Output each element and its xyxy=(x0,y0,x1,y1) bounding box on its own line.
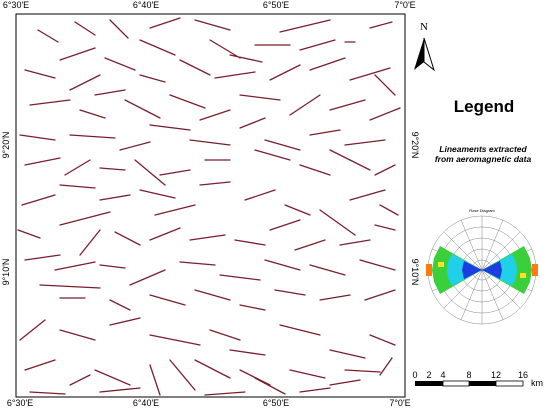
north-arrow: N xyxy=(414,21,435,72)
rose-petal xyxy=(462,261,482,279)
scale-bar: 0 2 4 8 12 16 km xyxy=(412,370,543,388)
rose-petal xyxy=(520,273,526,278)
longitude-label: 6°30'E xyxy=(3,0,29,10)
north-arrow-left xyxy=(414,38,424,70)
longitude-label: 6°50'E xyxy=(263,0,289,10)
scale-label: 4 xyxy=(440,370,445,380)
latitude-label: 9°10'N xyxy=(1,259,11,286)
rose-diagram: Rose Diagram xyxy=(426,208,538,325)
longitude-label: 6°40'E xyxy=(133,0,159,10)
legend-title: Legend xyxy=(454,97,514,116)
scale-label: 8 xyxy=(466,370,471,380)
latitude-label: 9°20'N xyxy=(410,132,420,159)
north-arrow-right xyxy=(423,37,435,72)
scale-segment xyxy=(415,381,443,386)
scale-segment xyxy=(495,380,524,387)
longitude-label: 6°40'E xyxy=(133,398,159,408)
scale-segment xyxy=(442,380,470,387)
longitude-label: 7°0'E xyxy=(389,398,410,408)
legend-text: Lineaments extracted xyxy=(439,144,527,154)
scale-label: 12 xyxy=(491,370,501,380)
legend-text: from aeromagnetic data xyxy=(435,154,532,164)
rose-petal xyxy=(438,262,444,267)
top-axis-labels: 6°30'E 6°40'E 6°50'E 7°0'E xyxy=(3,0,416,10)
rose-petal xyxy=(426,264,432,276)
scale-segment xyxy=(469,381,496,386)
longitude-label: 6°50'E xyxy=(263,398,289,408)
rose-petal xyxy=(482,261,502,279)
rose-petal xyxy=(532,264,538,276)
map-frame xyxy=(15,13,406,398)
scale-label: 16 xyxy=(518,370,528,380)
scale-label: 0 xyxy=(412,370,417,380)
scale-label: 2 xyxy=(426,370,431,380)
rose-title: Rose Diagram xyxy=(469,208,495,213)
latitude-label: 9°10'N xyxy=(410,259,420,286)
north-label: N xyxy=(420,21,428,33)
latitude-label: 9°20'N xyxy=(1,132,11,159)
scale-unit: km xyxy=(531,378,543,388)
bottom-axis-labels: 6°30'E 6°40'E 6°50'E 7°0'E xyxy=(7,398,411,408)
longitude-label: 7°0'E xyxy=(394,0,415,10)
longitude-label: 6°30'E xyxy=(7,398,33,408)
lineaments xyxy=(17,17,401,396)
